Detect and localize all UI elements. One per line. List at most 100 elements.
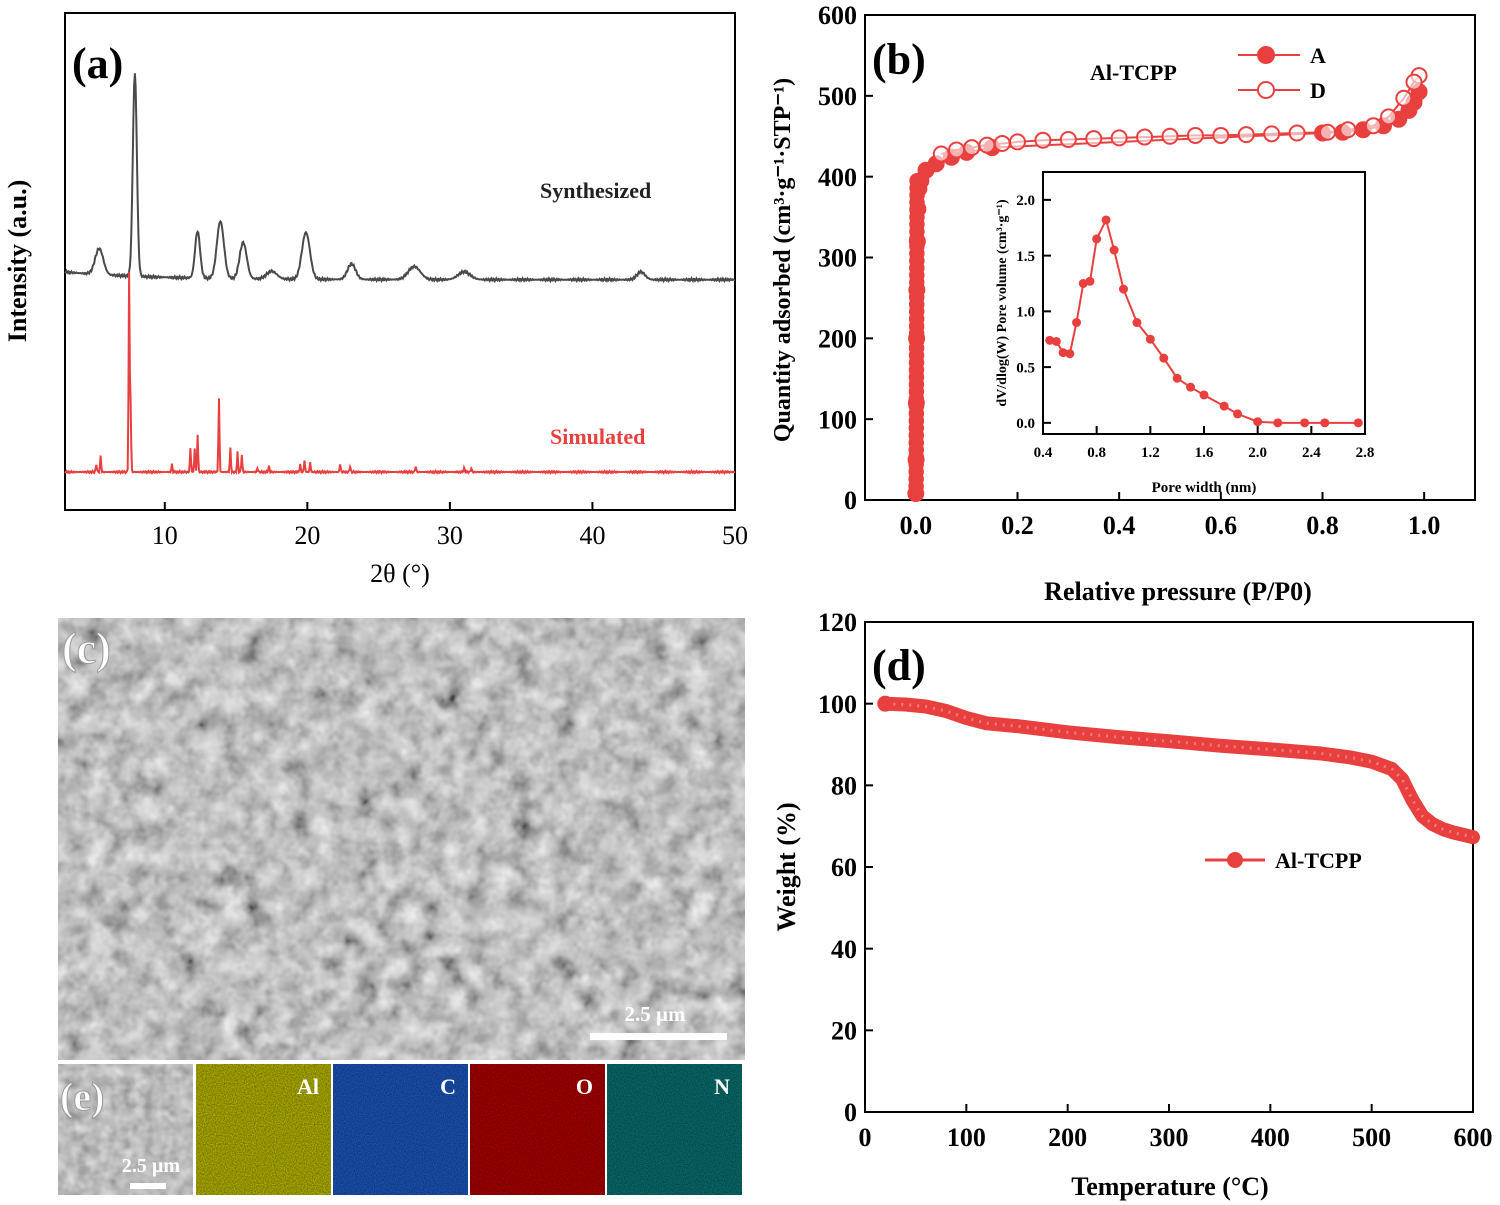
y-tick-label: 600	[818, 1, 857, 30]
panel-b-x-axis-label: Relative pressure (P/P0)	[1044, 577, 1312, 606]
panel-b-axis-ticks: 0.0 0.2 0.4 0.6 0.8 1.0 0 100 200 300 400 500 600	[818, 1, 1440, 540]
x-tick-label: 0.0	[900, 511, 933, 540]
isotherm-point-d	[1319, 123, 1337, 141]
isotherm-point-d	[993, 135, 1011, 153]
x-tick-label: 50	[722, 521, 748, 550]
isotherm-point-d	[1186, 126, 1204, 144]
y-tick-label: 0.0	[1016, 416, 1035, 432]
sem-image-detail	[58, 618, 745, 1060]
sem-scale-bar	[590, 1033, 727, 1040]
y-tick-label: 20	[831, 1016, 857, 1045]
legend-marker-d	[1257, 81, 1275, 99]
y-tick-label: 1.5	[1016, 249, 1035, 265]
x-tick-label: 20	[294, 521, 320, 550]
x-tick-label: 0.4	[1034, 445, 1053, 461]
x-tick-label: 500	[1352, 1123, 1391, 1152]
eds-map-speckle	[470, 1064, 605, 1195]
eds-map-speckle	[196, 1064, 331, 1195]
pore-distribution-point	[1045, 335, 1055, 345]
tga-curve	[878, 696, 1480, 845]
inset-series	[1045, 215, 1363, 428]
panel-a-x-ticks: 10 20 30 40 50	[152, 502, 748, 550]
panel-a-tag: (a)	[72, 39, 123, 88]
isotherm-point-d	[1110, 129, 1128, 147]
pore-distribution-point	[1058, 348, 1068, 358]
x-tick-label: 2.4	[1302, 445, 1321, 461]
eds-map-label: C	[440, 1074, 456, 1099]
pore-distribution-point	[1109, 245, 1119, 255]
eds-map-label: O	[576, 1074, 593, 1099]
panel-a-y-axis-label: Intensity (a.u.)	[3, 180, 32, 343]
y-tick-label: 0.5	[1016, 360, 1035, 376]
eds-map-label: Al	[297, 1074, 319, 1099]
panel-d-x-axis-label: Temperature (°C)	[1071, 1172, 1268, 1201]
x-tick-label: 300	[1150, 1123, 1189, 1152]
y-tick-label: 500	[818, 82, 857, 111]
x-tick-label: 0.8	[1306, 511, 1339, 540]
eds-scale-bar	[130, 1183, 166, 1189]
legend-label-d: D	[1310, 78, 1326, 103]
isotherm-point-d	[1136, 128, 1154, 146]
y-tick-label: 100	[818, 405, 857, 434]
isotherm-point-d	[1395, 89, 1413, 107]
eds-map-speckle	[607, 1064, 742, 1195]
legend-marker-al-tcpp	[1227, 852, 1243, 868]
panel-d-y-axis-label: Weight (%)	[772, 802, 801, 931]
isotherm-point-a	[909, 200, 927, 218]
y-tick-label: 40	[831, 935, 857, 964]
eds-sem-thumbnail	[58, 1064, 193, 1195]
panel-b-annotation: Al-TCPP	[1090, 60, 1177, 85]
isotherm-point-d	[1339, 121, 1357, 139]
y-tick-label: 300	[818, 244, 857, 273]
isotherm-point-a	[907, 394, 925, 412]
isotherm-point-d	[1059, 130, 1077, 148]
x-tick-label: 1.0	[1408, 511, 1441, 540]
panel-e-tag: (e)	[60, 1074, 104, 1119]
synthesized-label: Synthesized	[540, 178, 651, 203]
isotherm-point-a	[907, 485, 925, 503]
simulated-pattern-line	[64, 272, 736, 476]
eds-map-speckle	[333, 1064, 468, 1195]
isotherm-point-a	[908, 281, 926, 299]
panel-d-axis-ticks: 0 100 200 300 400 500 600 0 20 40 60 80 100 120	[818, 608, 1493, 1152]
y-tick-label: 200	[818, 324, 857, 353]
x-tick-label: 10	[152, 521, 178, 550]
panel-d-tga: 0 100 200 300 400 500 600 0 20 40 60 80 100 120 (d) A…	[772, 608, 1493, 1201]
isotherm-point-d	[1405, 73, 1423, 91]
isotherm-point-a	[908, 232, 926, 250]
pore-distribution-point	[1186, 382, 1196, 392]
x-tick-label: 30	[437, 521, 463, 550]
panel-c-sem-image: 2.5 µm (c)	[58, 618, 745, 1060]
pore-distribution-point	[1119, 284, 1128, 294]
pore-distribution-point	[1320, 418, 1330, 428]
panel-b-y-axis-label: Quantity adsorbed (cm³·g⁻¹·STP⁻¹)	[770, 78, 796, 442]
pore-distribution-point	[1132, 318, 1142, 328]
panel-d-legend: Al-TCPP	[1205, 848, 1362, 873]
pore-distribution-point	[1051, 336, 1061, 346]
eds-map-label: N	[714, 1074, 730, 1099]
panel-a-x-axis-label: 2θ (°)	[370, 559, 430, 588]
panel-d-series	[877, 695, 1480, 845]
pore-distribution-point	[1172, 373, 1182, 383]
panel-d-tag: (d)	[872, 641, 926, 690]
y-tick-label: 80	[831, 771, 857, 800]
isotherm-point-d	[1085, 130, 1103, 148]
panel-c-tag: (c)	[62, 624, 111, 673]
isotherm-point-d	[1380, 108, 1398, 126]
x-tick-label: 400	[1251, 1123, 1290, 1152]
x-tick-label: 0.6	[1205, 511, 1238, 540]
y-tick-label: 100	[818, 690, 857, 719]
pore-distribution-point	[1219, 401, 1229, 411]
sem-scale-bar-label: 2.5 µm	[624, 1002, 686, 1026]
isotherm-point-d	[963, 139, 981, 157]
synthesized-pattern-line	[64, 73, 736, 284]
isotherm-point-d	[948, 141, 965, 159]
y-tick-label: 400	[818, 163, 857, 192]
y-tick-label: 0	[844, 1098, 857, 1127]
panel-a-plot-frame	[64, 12, 736, 511]
inset-y-axis-label: dV/dlog(W) Pore volume (cm³·g⁻¹)	[995, 199, 1010, 407]
eds-map-o: O	[470, 1064, 605, 1195]
isotherm-point-d	[1237, 126, 1255, 144]
x-tick-label: 1.2	[1141, 445, 1160, 461]
